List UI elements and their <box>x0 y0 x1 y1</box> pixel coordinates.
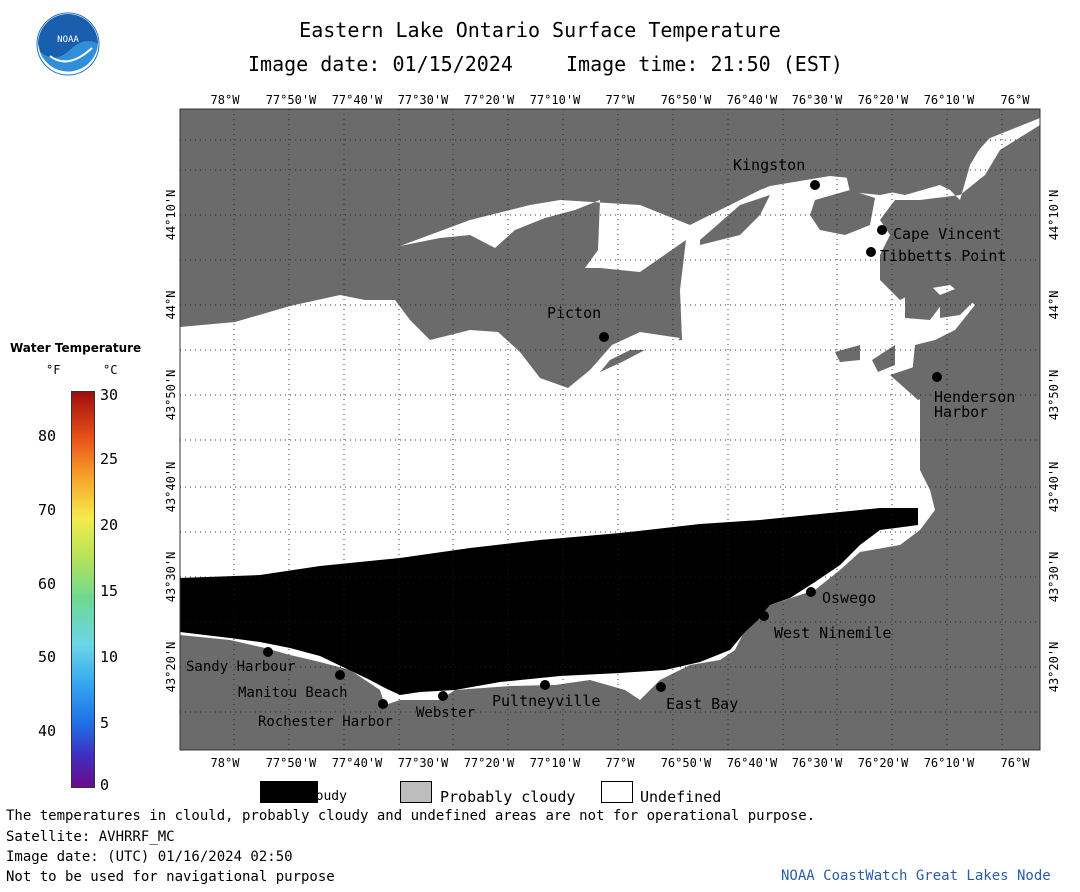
page-title: Eastern Lake Ontario Surface Temperature <box>299 18 781 42</box>
colorbar-f-tick: 60 <box>38 575 57 593</box>
disclaimer-text: The temperatures in clould, probably clo… <box>6 808 816 824</box>
colorbar-c-tick: 0 <box>100 776 110 794</box>
lat-label-right: 44°N <box>1047 291 1061 320</box>
place-label: Cape Vincent <box>893 225 1001 243</box>
lat-label-left: 43°30'N <box>164 552 178 603</box>
legend-undefined-label: Undefined <box>640 788 722 806</box>
lat-label-left: 44°10'N <box>164 190 178 241</box>
colorbar-f-tick: 50 <box>38 648 57 666</box>
lon-label-top: 76°W <box>1001 93 1031 107</box>
lat-label-right: 43°50'N <box>1047 370 1061 421</box>
lon-label-bottom: 78°W <box>211 756 241 770</box>
lon-label-bottom: 76°10'W <box>924 756 975 770</box>
legend-probably-cloudy-label: Probably cloudy <box>440 788 576 806</box>
colorbar-title: Water Temperature <box>10 341 142 355</box>
east-bay-dot <box>656 682 666 692</box>
lat-label-left: 44°N <box>164 291 178 320</box>
legend-cloudy-label: Cloudy <box>300 789 347 804</box>
oswego-dot <box>806 587 816 597</box>
colorbar-c-tick: 30 <box>100 386 119 404</box>
lon-label-bottom: 77°20'W <box>464 756 515 770</box>
colorbar-f-tick: 40 <box>38 722 57 740</box>
nav-warning-text: Not to be used for navigational purpose <box>6 869 335 885</box>
lon-label-bottom: 77°30'W <box>398 756 449 770</box>
lon-label-top: 77°W <box>606 93 636 107</box>
lon-label-bottom: 76°20'W <box>858 756 909 770</box>
place-label: Sandy Harbour <box>186 659 296 675</box>
lat-label-right: 43°30'N <box>1047 552 1061 603</box>
lat-label-right: 43°20'N <box>1047 642 1061 693</box>
place-label: East Bay <box>666 695 738 713</box>
lon-label-top: 76°40'W <box>727 93 778 107</box>
lon-label-top: 76°50'W <box>661 93 712 107</box>
cape-vincent-dot <box>877 225 887 235</box>
lon-label-top: 76°10'W <box>924 93 975 107</box>
colorbar-c-tick: 25 <box>100 450 119 468</box>
svg-text:NOAA: NOAA <box>57 35 79 45</box>
satellite-text: Satellite: AVHRRF_MC <box>6 829 175 845</box>
lon-label-bottom: 76°50'W <box>661 756 712 770</box>
temperature-colorbar <box>71 391 95 788</box>
image-date: Image date: 01/15/2024 <box>248 52 513 76</box>
place-label: Manitou Beach <box>238 685 348 701</box>
colorbar-c-tick: 20 <box>100 516 119 534</box>
manitou-beach-dot <box>335 670 345 680</box>
place-label: Harbor <box>934 403 988 421</box>
pultneyville-dot <box>540 680 550 690</box>
place-label: Henderson <box>934 388 1015 406</box>
lon-label-top: 77°10'W <box>530 93 581 107</box>
lon-label-top: 78°W <box>211 93 241 107</box>
lon-label-bottom: 77°W <box>606 756 636 770</box>
lat-label-left: 43°40'N <box>164 462 178 513</box>
colorbar-c-tick: 10 <box>100 648 119 666</box>
place-label: Picton <box>547 304 601 322</box>
place-label: Kingston <box>733 156 805 174</box>
rochester-harbor-dot <box>378 699 388 709</box>
west-ninemile-dot <box>759 611 769 621</box>
colorbar-f-tick: 80 <box>38 427 57 445</box>
lat-label-left: 43°50'N <box>164 370 178 421</box>
place-label: Tibbetts Point <box>880 247 1006 265</box>
kingston-dot <box>810 180 820 190</box>
colorbar-f-tick: 70 <box>38 501 57 519</box>
lon-label-bottom: 77°50'W <box>266 756 317 770</box>
legend-undefined-swatch <box>601 781 633 803</box>
lon-label-bottom: 77°40'W <box>332 756 383 770</box>
legend-cloudy-swatch <box>260 781 318 803</box>
lon-label-bottom: 76°W <box>1001 756 1031 770</box>
lon-label-top: 76°20'W <box>858 93 909 107</box>
place-label: Rochester Harbor <box>258 714 393 730</box>
lon-label-bottom: 76°40'W <box>727 756 778 770</box>
image-time: Image time: 21:50 (EST) <box>566 52 843 76</box>
lon-label-top: 77°20'W <box>464 93 515 107</box>
colorbar-unit-f: °F <box>46 363 61 377</box>
colorbar-c-tick: 5 <box>100 714 110 732</box>
henderson-harbor-dot <box>932 372 942 382</box>
lat-label-right: 43°40'N <box>1047 462 1061 513</box>
place-label: Pultneyville <box>492 692 600 710</box>
lat-label-right: 44°10'N <box>1047 190 1061 241</box>
place-label: West Ninemile <box>774 624 891 642</box>
picton-dot <box>599 332 609 342</box>
lon-label-bottom: 77°10'W <box>530 756 581 770</box>
sandy-harbour-dot <box>263 647 273 657</box>
colorbar-unit-c: °C <box>103 363 118 377</box>
webster-dot <box>438 691 448 701</box>
credit-text: NOAA CoastWatch Great Lakes Node <box>781 868 1051 884</box>
lon-label-top: 77°30'W <box>398 93 449 107</box>
lon-label-bottom: 76°30'W <box>792 756 843 770</box>
tibbetts-point-dot <box>866 247 876 257</box>
lon-label-top: 77°40'W <box>332 93 383 107</box>
place-label: Oswego <box>822 589 876 607</box>
utc-date-text: Image date: (UTC) 01/16/2024 02:50 <box>6 849 293 865</box>
place-label: Webster <box>416 705 475 721</box>
lat-label-left: 43°20'N <box>164 642 178 693</box>
noaa-logo: NOAA <box>36 12 100 76</box>
legend-probably-cloudy-swatch <box>400 781 432 803</box>
lon-label-top: 77°50'W <box>266 93 317 107</box>
colorbar-c-tick: 15 <box>100 582 119 600</box>
lon-label-top: 76°30'W <box>792 93 843 107</box>
